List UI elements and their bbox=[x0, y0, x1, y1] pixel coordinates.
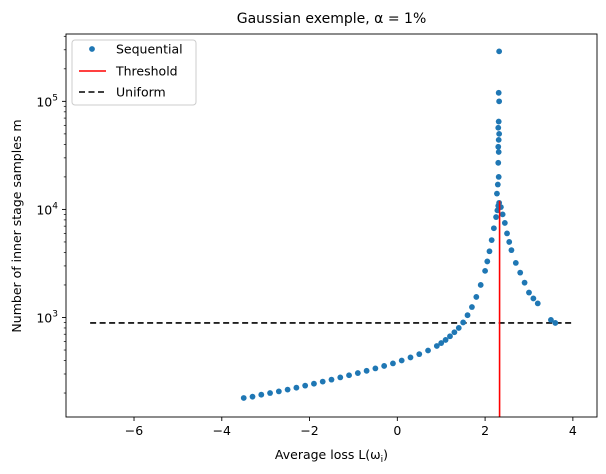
legend-label-uniform: Uniform bbox=[116, 85, 166, 100]
sequential-point-34 bbox=[484, 258, 491, 265]
plot-area: −6 −4 −2 0 2 4 103 104 105 Sequential Threshold Uni… bbox=[36, 33, 598, 438]
sequential-point-11 bbox=[337, 374, 344, 381]
plot-frame bbox=[65, 33, 598, 418]
sequential-point-45 bbox=[495, 159, 502, 166]
x-axis-label-close: ) bbox=[383, 447, 388, 462]
y-axis-ticks: 103 104 105 bbox=[36, 93, 66, 325]
sequential-point-28 bbox=[460, 319, 467, 326]
sequential-point-64 bbox=[526, 289, 532, 296]
sequential-point-8 bbox=[311, 380, 317, 387]
sequential-point-35 bbox=[486, 248, 493, 255]
sequential-point-22 bbox=[433, 343, 440, 349]
sequential-point-36 bbox=[488, 237, 495, 244]
sequential-point-2 bbox=[258, 391, 265, 398]
x-axis-label: Average loss L(ωi) bbox=[275, 447, 388, 465]
sequential-point-25 bbox=[447, 333, 453, 340]
sequential-point-16 bbox=[381, 363, 388, 369]
sequential-point-65 bbox=[530, 295, 537, 302]
sequential-point-61 bbox=[512, 260, 519, 266]
legend: Sequential Threshold Uniform bbox=[71, 39, 197, 106]
sequential-point-47 bbox=[495, 143, 502, 150]
y-axis-minor-ticks bbox=[63, 35, 66, 394]
sequential-point-59 bbox=[506, 239, 513, 245]
sequential-point-33 bbox=[482, 267, 488, 274]
x-axis-label-main: Average loss L(ω bbox=[275, 447, 381, 462]
sequential-point-14 bbox=[363, 367, 370, 374]
sequential-point-50 bbox=[495, 124, 502, 131]
sequential-points bbox=[240, 48, 559, 401]
sequential-point-56 bbox=[499, 211, 506, 218]
sequential-point-30 bbox=[469, 304, 475, 310]
sequential-point-46 bbox=[495, 149, 502, 155]
sequential-point-15 bbox=[372, 365, 379, 372]
sequential-point-37 bbox=[490, 225, 497, 232]
x-tick-label-3: 0 bbox=[393, 423, 401, 438]
sequential-point-13 bbox=[354, 370, 361, 376]
sequential-point-67 bbox=[548, 317, 554, 323]
sequential-point-17 bbox=[390, 360, 396, 367]
x-tick-label-4: 2 bbox=[481, 423, 489, 438]
sequential-point-66 bbox=[534, 300, 541, 307]
y-tick-label-1: 104 bbox=[36, 201, 58, 217]
x-tick-label-0: −6 bbox=[125, 423, 143, 438]
legend-box bbox=[71, 39, 197, 106]
x-axis-ticks: −6 −4 −2 0 2 4 bbox=[125, 417, 577, 438]
x-tick-label-1: −4 bbox=[213, 423, 231, 438]
legend-sequential-marker bbox=[89, 46, 95, 52]
sequential-point-7 bbox=[302, 382, 309, 389]
sequential-point-49 bbox=[496, 130, 503, 137]
sequential-point-62 bbox=[517, 269, 524, 276]
sequential-point-32 bbox=[477, 282, 484, 288]
x-tick-label-5: 4 bbox=[569, 423, 577, 438]
x-tick-label-2: −2 bbox=[300, 423, 318, 438]
legend-label-threshold: Threshold bbox=[115, 64, 178, 79]
sequential-point-52 bbox=[496, 98, 503, 105]
sequential-point-5 bbox=[284, 386, 291, 393]
sequential-point-44 bbox=[495, 173, 502, 180]
sequential-point-26 bbox=[451, 329, 458, 336]
sequential-point-38 bbox=[493, 214, 499, 220]
y-tick-label-2: 105 bbox=[36, 93, 58, 109]
sequential-point-24 bbox=[442, 337, 449, 343]
sequential-point-57 bbox=[501, 220, 508, 226]
sequential-point-51 bbox=[495, 118, 502, 125]
sequential-point-29 bbox=[464, 312, 471, 319]
sequential-point-68 bbox=[552, 320, 559, 326]
sequential-point-53 bbox=[495, 89, 502, 96]
sequential-point-60 bbox=[508, 247, 515, 254]
sequential-point-9 bbox=[319, 378, 326, 385]
sequential-point-18 bbox=[398, 357, 405, 364]
sequential-point-4 bbox=[275, 388, 282, 395]
sequential-point-31 bbox=[473, 294, 480, 300]
sequential-point-12 bbox=[346, 372, 352, 379]
legend-label-sequential: Sequential bbox=[116, 42, 183, 57]
sequential-point-54 bbox=[496, 48, 503, 55]
y-tick-label-0: 103 bbox=[36, 309, 58, 325]
sequential-point-27 bbox=[455, 325, 462, 331]
sequential-point-58 bbox=[504, 230, 510, 237]
sequential-point-23 bbox=[438, 340, 445, 346]
sequential-point-63 bbox=[521, 279, 528, 286]
chart-title: Gaussian exemple, α = 1% bbox=[237, 11, 427, 27]
sequential-point-1 bbox=[249, 393, 256, 400]
sequential-point-6 bbox=[293, 384, 300, 391]
sequential-point-3 bbox=[267, 390, 273, 396]
sequential-point-21 bbox=[425, 347, 431, 354]
sequential-point-0 bbox=[240, 395, 247, 401]
sequential-point-10 bbox=[328, 376, 335, 383]
sequential-point-42 bbox=[494, 190, 500, 197]
sequential-point-43 bbox=[494, 181, 501, 188]
sequential-point-19 bbox=[407, 354, 414, 361]
x-axis-label-subscript: i bbox=[381, 455, 384, 465]
sequential-point-48 bbox=[495, 136, 502, 143]
y-axis-label: Number of inner stage samples m bbox=[9, 119, 24, 332]
sequential-point-20 bbox=[416, 351, 423, 358]
